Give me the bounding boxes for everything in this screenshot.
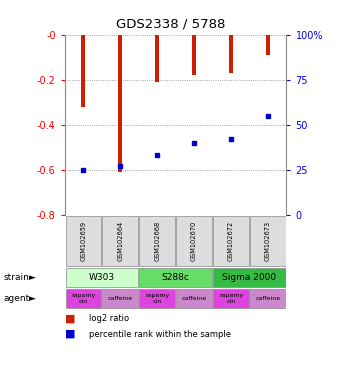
Bar xyxy=(192,35,196,75)
Bar xyxy=(81,35,86,107)
Text: caffeine: caffeine xyxy=(108,296,133,301)
Bar xyxy=(65,216,101,266)
Bar xyxy=(213,289,249,308)
Text: Sigma 2000: Sigma 2000 xyxy=(222,273,277,282)
Bar xyxy=(266,35,270,55)
Text: GSM102672: GSM102672 xyxy=(228,221,234,261)
Text: agent: agent xyxy=(3,294,30,303)
Text: caffeine: caffeine xyxy=(255,296,281,301)
Bar xyxy=(213,216,249,266)
Text: GSM102664: GSM102664 xyxy=(117,221,123,261)
Bar xyxy=(176,216,212,266)
Bar xyxy=(213,268,286,287)
Text: ■: ■ xyxy=(65,329,75,339)
Bar xyxy=(102,216,138,266)
Text: strain: strain xyxy=(3,273,29,282)
Text: GDS2338 / 5788: GDS2338 / 5788 xyxy=(116,17,225,30)
Text: rapamy
cin: rapamy cin xyxy=(219,293,243,304)
Bar xyxy=(250,289,286,308)
Text: GSM102670: GSM102670 xyxy=(191,221,197,261)
Text: S288c: S288c xyxy=(162,273,190,282)
Text: ►: ► xyxy=(29,294,36,303)
Text: ►: ► xyxy=(29,273,36,282)
Bar xyxy=(118,35,122,172)
Text: ■: ■ xyxy=(65,314,75,324)
Text: percentile rank within the sample: percentile rank within the sample xyxy=(89,329,231,339)
Text: caffeine: caffeine xyxy=(181,296,207,301)
Text: rapamy
cin: rapamy cin xyxy=(71,293,95,304)
Text: log2 ratio: log2 ratio xyxy=(89,314,129,323)
Bar xyxy=(102,289,138,308)
Bar xyxy=(65,289,101,308)
Bar xyxy=(155,35,159,82)
Bar xyxy=(139,268,212,287)
Bar xyxy=(229,35,233,73)
Bar xyxy=(139,216,175,266)
Bar xyxy=(176,289,212,308)
Bar xyxy=(139,289,175,308)
Bar xyxy=(250,216,286,266)
Text: W303: W303 xyxy=(89,273,115,282)
Text: rapamy
cin: rapamy cin xyxy=(145,293,169,304)
Text: GSM102659: GSM102659 xyxy=(80,221,86,261)
Text: GSM102668: GSM102668 xyxy=(154,221,160,261)
Bar xyxy=(65,268,138,287)
Text: GSM102673: GSM102673 xyxy=(265,221,271,261)
